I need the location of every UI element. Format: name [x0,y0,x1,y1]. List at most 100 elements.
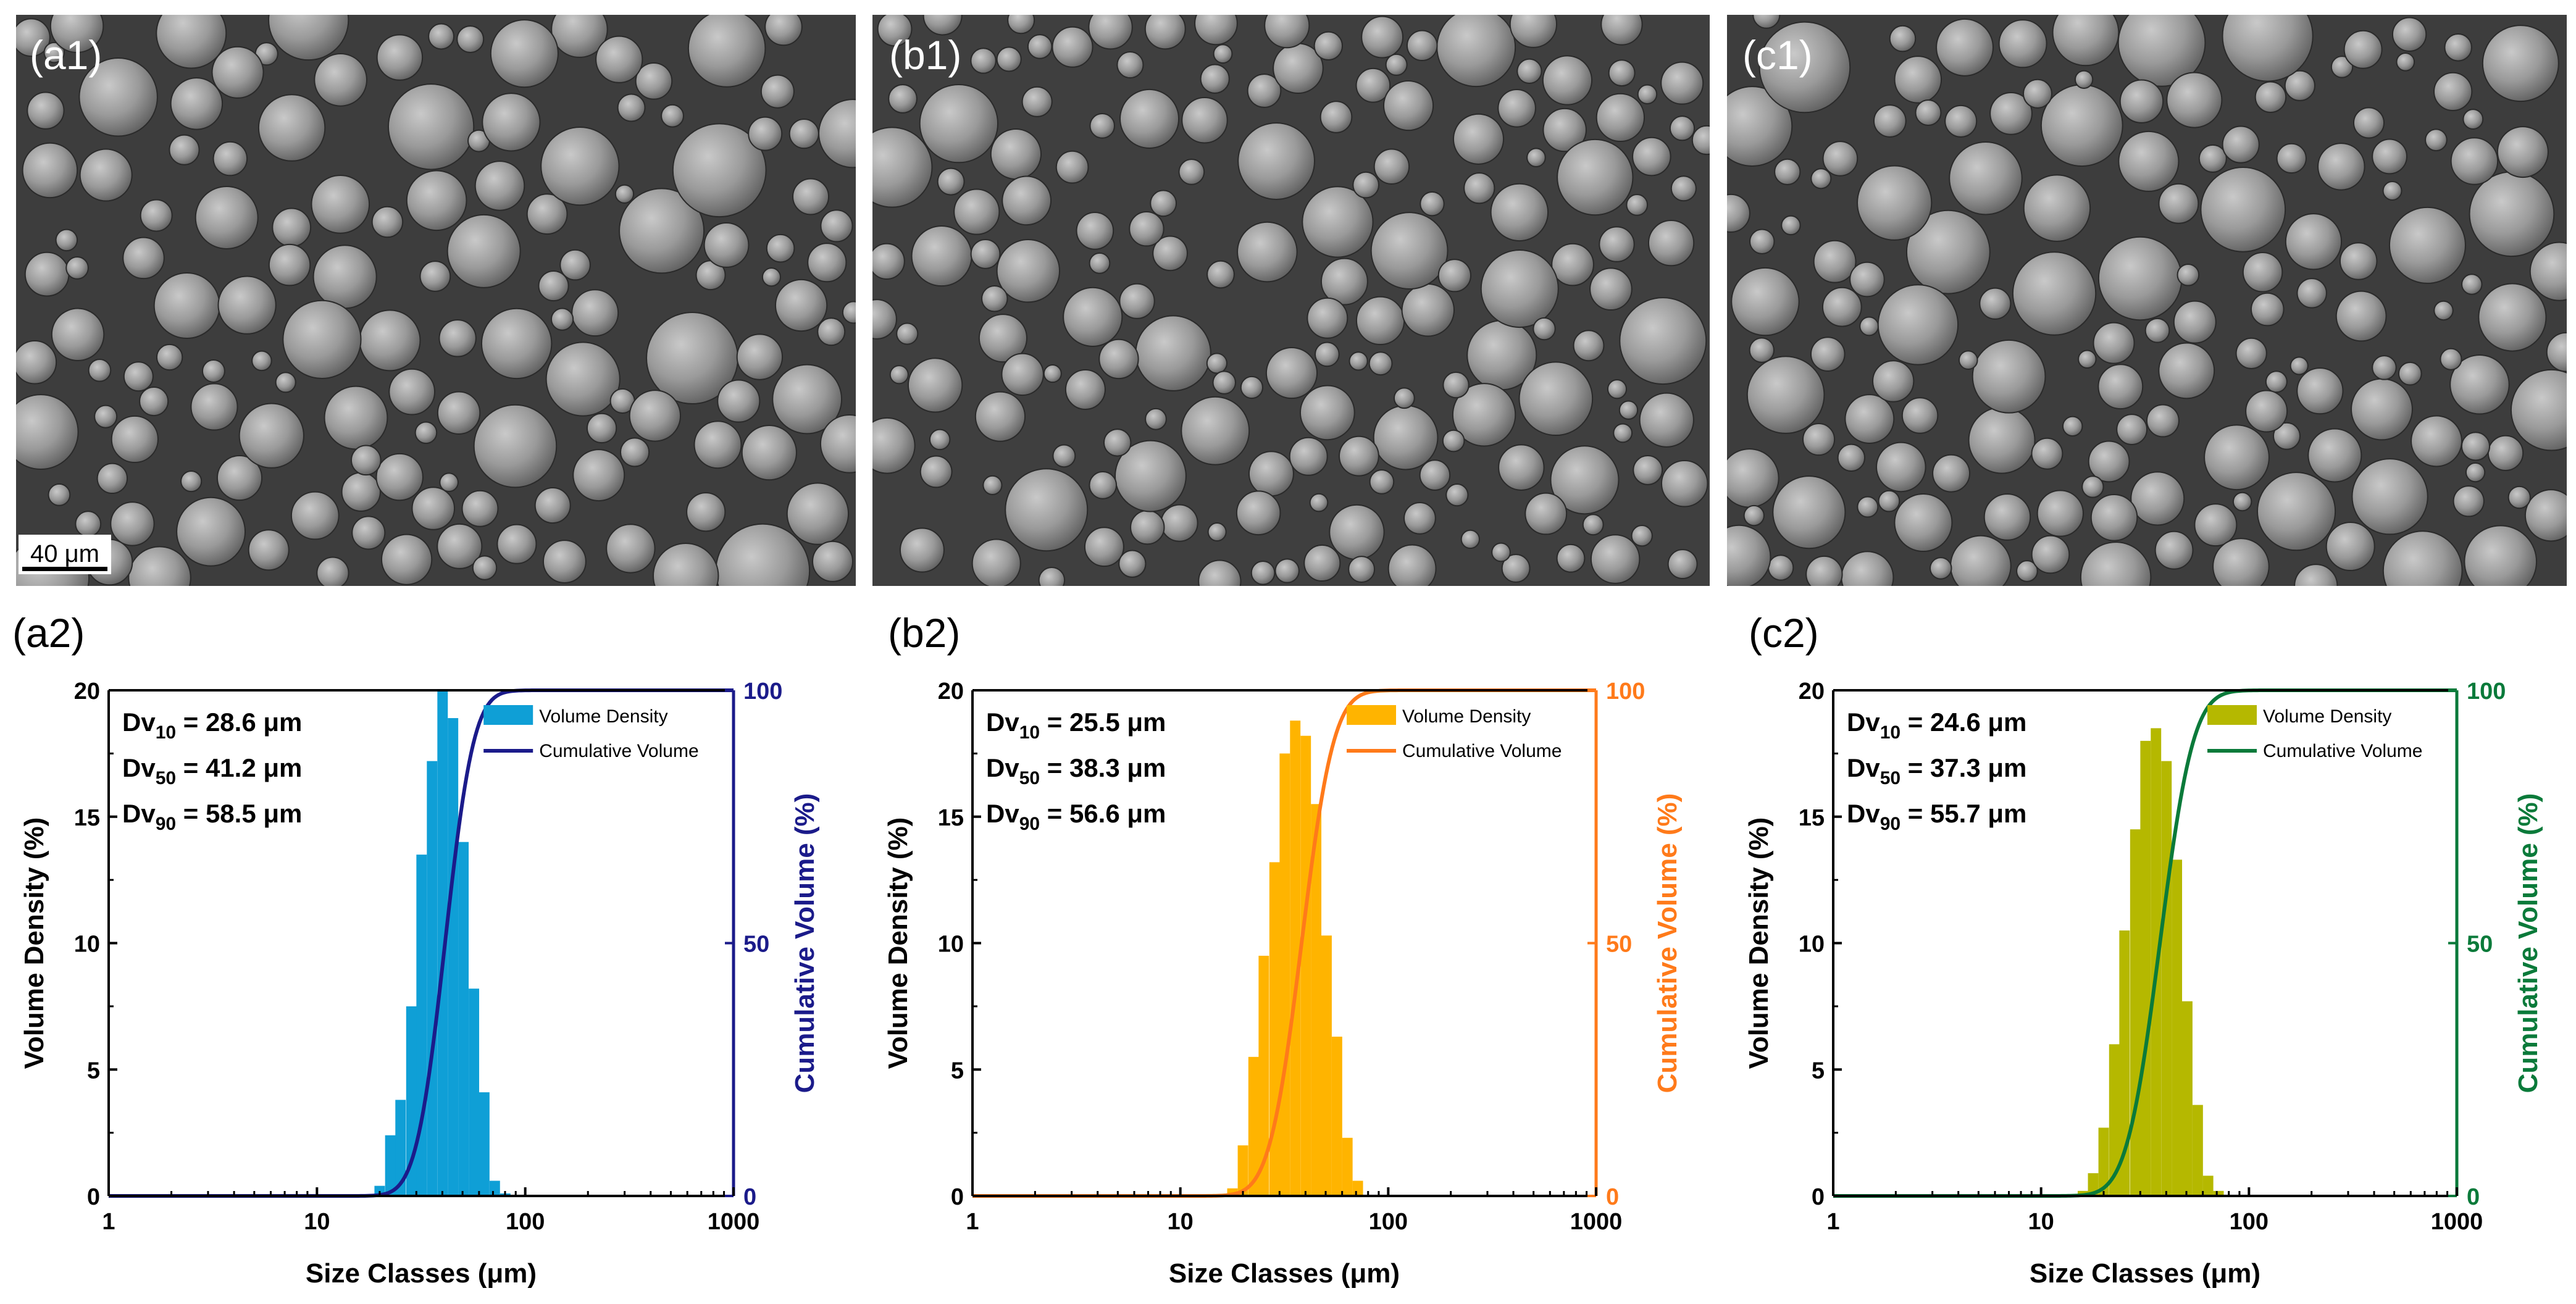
powder-particle [1043,364,1062,383]
powder-particle [953,188,1000,235]
powder-particle [2478,283,2547,352]
powder-particle [526,193,568,235]
powder-particle [1144,15,1186,50]
powder-particle [907,357,963,413]
powder-particle [937,167,965,196]
powder-particle [2093,322,2135,364]
powder-particle [1660,459,1708,508]
y-tick-label: 0 [951,1184,964,1210]
powder-particle [981,285,1008,312]
y2-tick-label: 0 [743,1184,756,1210]
powder-particle [1626,194,1649,216]
powder-particle [1501,553,1531,583]
y2-tick-label: 100 [2467,679,2506,704]
powder-particle [194,185,259,249]
powder-particle [715,523,811,586]
powder-particle [2204,424,2270,491]
powder-particle [2465,462,2486,483]
powder-particle [1348,556,1376,583]
powder-particle [2074,70,2094,89]
powder-particle [1264,15,1310,49]
powder-particle [872,299,897,340]
powder-particle [1021,86,1053,117]
powder-particle [1526,148,1546,167]
powder-particle [96,462,128,495]
powder-particle [49,15,104,53]
powder-particle [2242,251,2283,293]
powder-particle [571,289,619,337]
powder-particle [2510,369,2567,451]
powder-particle [1889,25,1917,52]
powder-particle [324,385,388,450]
powder-particle [2031,535,2070,574]
powder-particle [2440,348,2462,370]
powder-particle [1727,86,1793,167]
powder-particle [2284,70,2315,101]
powder-particle [1849,261,1885,298]
powder-particle [970,48,997,74]
powder-particle [2425,128,2448,152]
powder-particle [1743,504,1765,527]
y2-tick-label: 50 [743,932,769,958]
powder-particle [1915,99,1942,126]
powder-particle [110,501,155,546]
powder-particle [1005,468,1089,552]
powder-particle [614,184,635,204]
powder-particle [595,35,643,83]
powder-particle [2023,174,2091,242]
powder-particle [1200,64,1230,94]
powder-particle [1135,315,1211,391]
powder-particle [619,188,705,274]
powder-particle [1103,428,1132,457]
powder-particle [1088,15,1133,50]
powder-particle [2351,458,2428,535]
powder-particle [2461,432,2491,461]
powder-particle [1600,15,1643,46]
y-tick-label: 15 [938,805,964,831]
powder-particle [538,270,569,302]
powder-particle [1114,440,1187,512]
powder-particle [1178,159,1205,185]
powder-particle [176,496,246,567]
powder-particle [1936,18,1994,77]
powder-particle [1859,316,1880,336]
histogram-bar [479,1092,490,1196]
dv-stat-10: Dv10 = 25.5 μm [986,708,1166,743]
powder-particle [1821,286,1862,327]
powder-particle [877,15,913,47]
powder-particle [16,18,51,57]
powder-particle [774,278,828,332]
powder-particle [1250,561,1276,585]
powder-particle [472,555,498,580]
x-tick-label: 1 [966,1209,979,1235]
powder-particle [1533,317,1556,341]
powder-particle [180,470,203,493]
powder-particle [1607,379,1628,399]
legend-bar-swatch [483,705,533,725]
powder-particle [128,546,191,586]
histogram-bar [2213,1190,2224,1196]
powder-particle [1632,136,1671,177]
powder-particle [1932,454,1971,493]
powder-particle [1618,400,1639,420]
powder-particle [1076,212,1114,250]
y2-tick-label: 0 [2467,1184,2480,1210]
powder-particle [1497,88,1536,128]
powder-particle [375,453,424,501]
powder-particle [123,361,154,392]
powder-particle [1320,257,1368,306]
x-tick-label: 10 [304,1209,330,1235]
powder-particle [2372,355,2397,380]
powder-particle [1420,191,1445,217]
powder-particle [1490,183,1549,242]
powder-particle [2335,290,2387,342]
legend-cumulative-volume: Cumulative Volume [2263,741,2422,761]
scale-bar-label: 40 μm [30,540,99,567]
powder-particle [1207,522,1227,542]
powder-particle [1098,338,1139,380]
powder-particle [1442,371,1470,399]
powder-particle [314,53,367,107]
powder-particle [380,533,433,585]
powder-particle [1119,283,1155,319]
powder-particle [1248,451,1294,497]
